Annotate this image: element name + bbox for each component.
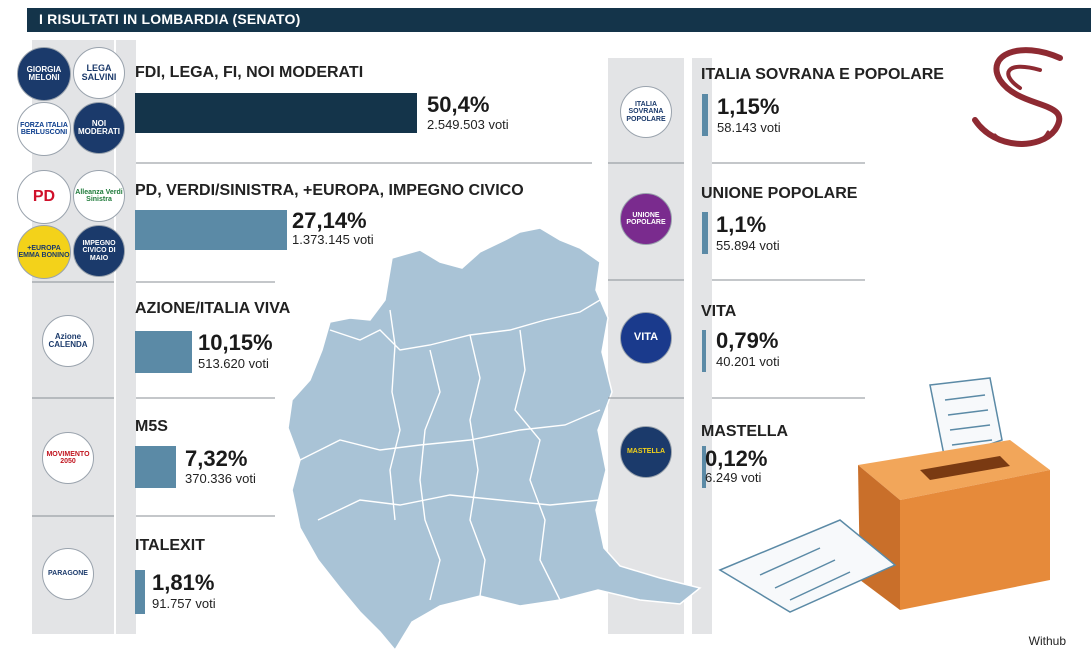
party-label-mastella: MASTELLA xyxy=(701,423,789,440)
result-pct-vita: 0,79% xyxy=(716,328,779,353)
m5s-logo: MOVIMENTO 2050 xyxy=(42,432,94,484)
result-bar-pd-verdi-europa-impegno xyxy=(135,210,287,250)
result-votes-azione-italia-viva: 513.620 voti xyxy=(198,356,269,371)
verdi-sinistra-logo: Alleanza Verdi Sinistra xyxy=(73,170,125,222)
ballot-paper-top xyxy=(929,377,1003,461)
unione-popolare-logo: UNIONE POPOLARE xyxy=(620,193,672,245)
result-pct-unione-popolare: 1,1% xyxy=(716,212,767,237)
result-bar-azione-italia-viva xyxy=(135,331,192,373)
result-votes-m5s: 370.336 voti xyxy=(185,471,256,486)
italexit-logo: PARAGONE xyxy=(42,548,94,600)
party-label-vita: VITA xyxy=(701,303,737,320)
result-bar-mastella xyxy=(702,446,706,488)
result-bar-unione-popolare xyxy=(702,212,708,254)
result-pct-italia-sovrana: 1,15% xyxy=(717,94,780,119)
result-bar-fdi-lega-fi-noi xyxy=(135,93,417,133)
result-bar-m5s xyxy=(135,446,176,488)
impegno-civico-logo: IMPEGNO CIVICO DI MAIO xyxy=(73,225,125,277)
result-bar-italia-sovrana xyxy=(702,94,708,136)
pd-logo: PD xyxy=(17,170,71,224)
party-label-italia-sovrana: ITALIA SOVRANA E POPOLARE xyxy=(701,66,944,83)
chart-title: I RISULTATI IN LOMBARDIA (SENATO) xyxy=(39,11,301,27)
result-pct-fdi-lega-fi-noi: 50,4% xyxy=(427,92,490,117)
lega-logo: LEGA SALVINI xyxy=(73,47,125,99)
result-votes-vita: 40.201 voti xyxy=(716,354,780,369)
right-separators xyxy=(608,162,865,399)
italia-sovrana-logo: ITALIA SOVRANA POPOLARE xyxy=(620,86,672,138)
result-votes-italia-sovrana: 58.143 voti xyxy=(717,120,781,135)
result-bar-vita xyxy=(702,330,706,372)
fdi-logo: GIORGIA MELONI xyxy=(17,47,71,101)
azione-logo: Azione CALENDA xyxy=(42,315,94,367)
ballot-box xyxy=(858,440,1050,610)
result-votes-pd-verdi-europa-impegno: 1.373.145 voti xyxy=(292,232,374,247)
province-borders xyxy=(299,299,601,601)
senate-emblem xyxy=(972,47,1063,147)
result-pct-pd-verdi-europa-impegno: 27,14% xyxy=(292,208,367,233)
result-votes-fdi-lega-fi-noi: 2.549.503 voti xyxy=(427,117,509,132)
credit-text: Withub xyxy=(1028,634,1066,648)
noi-moderati-logo: NOI MODERATI xyxy=(73,102,125,154)
party-label-pd-verdi-europa-impegno: PD, VERDI/SINISTRA, +EUROPA, IMPEGNO CIV… xyxy=(135,182,524,199)
piu-europa-logo: +EUROPA EMMA BONINO xyxy=(17,225,71,279)
ballot-paper-bottom xyxy=(718,519,897,613)
result-pct-azione-italia-viva: 10,15% xyxy=(198,330,273,355)
vita-logo: VITA xyxy=(620,312,672,364)
party-label-unione-popolare: UNIONE POPOLARE xyxy=(701,185,858,202)
result-pct-italexit: 1,81% xyxy=(152,570,215,595)
lombardia-map-shape xyxy=(287,227,702,652)
result-pct-mastella: 0,12% xyxy=(705,446,768,471)
result-votes-italexit: 91.757 voti xyxy=(152,596,216,611)
result-votes-mastella: 6.249 voti xyxy=(705,470,762,485)
party-label-italexit: ITALEXIT xyxy=(135,537,205,554)
result-pct-m5s: 7,32% xyxy=(185,446,248,471)
mastella-logo: MASTELLA xyxy=(620,426,672,478)
party-label-azione-italia-viva: AZIONE/ITALIA VIVA xyxy=(135,300,291,317)
result-bar-italexit xyxy=(135,570,145,614)
result-votes-unione-popolare: 55.894 voti xyxy=(716,238,780,253)
forza-italia-logo: FORZA ITALIA BERLUSCONI xyxy=(17,102,71,156)
left-separators xyxy=(32,162,592,517)
party-label-m5s: M5S xyxy=(135,418,168,435)
party-label-fdi-lega-fi-noi: FDI, LEGA, FI, NOI MODERATI xyxy=(135,64,364,81)
chart-header: I RISULTATI IN LOMBARDIA (SENATO) xyxy=(27,8,1091,32)
